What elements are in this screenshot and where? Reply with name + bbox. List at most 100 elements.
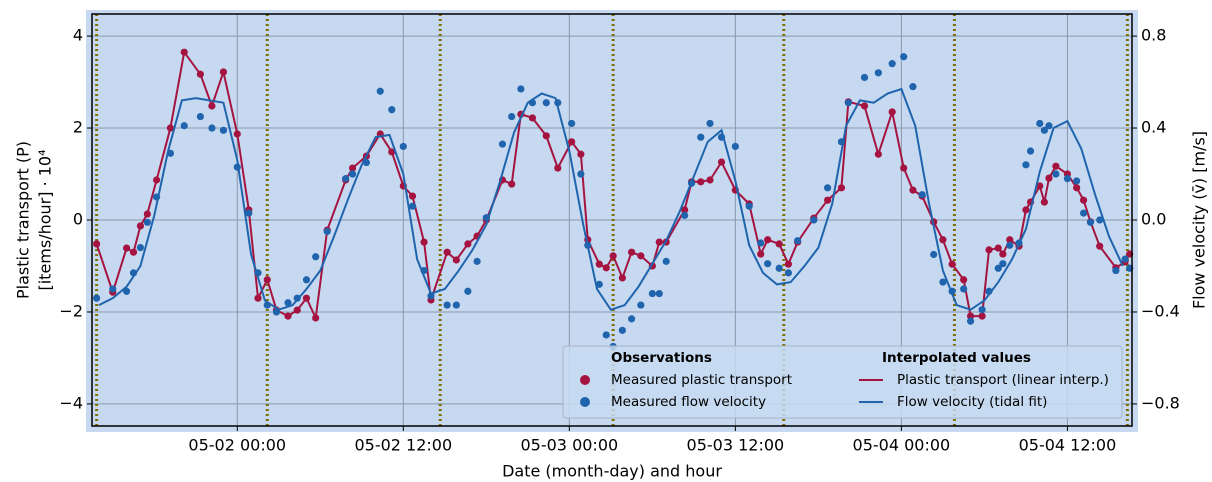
data-point (602, 331, 610, 339)
data-point (618, 274, 626, 282)
y-tick-label: 0 (73, 210, 83, 229)
x-axis-label: Date (month-day) and hour (502, 462, 722, 481)
data-point (628, 248, 636, 256)
data-point (930, 250, 938, 259)
data-point (655, 238, 663, 246)
data-point (637, 252, 645, 260)
data-point (824, 184, 832, 192)
data-point (1006, 236, 1014, 244)
data-point (196, 70, 204, 78)
y-axis-label: Plastic transport (P) (14, 141, 33, 299)
data-point (577, 150, 585, 158)
y2-tick-label: 0.0 (1141, 210, 1166, 229)
data-point (681, 211, 689, 220)
data-point (655, 289, 663, 298)
data-point (136, 222, 145, 230)
data-point (628, 315, 636, 323)
data-point (122, 244, 131, 252)
data-point (874, 69, 882, 77)
data-point (93, 294, 101, 302)
data-point (731, 142, 739, 151)
data-point (245, 209, 253, 217)
data-point (302, 294, 311, 302)
data-point (152, 176, 161, 184)
data-point (775, 264, 783, 272)
data-point (764, 260, 772, 268)
data-point (517, 85, 525, 93)
data-point (568, 138, 576, 146)
data-point (1086, 218, 1095, 226)
data-point (860, 102, 869, 110)
data-point (837, 184, 846, 192)
data-point (323, 227, 331, 236)
data-point (697, 133, 705, 141)
legend-label: Plastic transport (linear interp.) (897, 372, 1109, 388)
data-point (794, 237, 802, 245)
data-point (909, 83, 917, 91)
data-point (263, 276, 271, 284)
data-point (464, 240, 472, 248)
data-point (143, 218, 151, 226)
data-point (1063, 175, 1072, 183)
data-point (452, 256, 460, 264)
y2-tick-label: 0.8 (1141, 26, 1166, 45)
y2-tick-label: −0.4 (1141, 301, 1180, 320)
data-point (1096, 242, 1104, 250)
data-point (1052, 170, 1060, 178)
data-point (697, 178, 705, 186)
data-point (966, 312, 975, 320)
data-point (1052, 162, 1060, 170)
data-point (681, 206, 689, 214)
data-point (994, 244, 1002, 252)
data-point (219, 126, 228, 134)
data-point (900, 53, 908, 61)
data-point (706, 176, 714, 184)
data-point (1121, 255, 1129, 263)
y-axis-label: [items/hour] · 10⁴ (36, 149, 55, 290)
data-point (312, 314, 320, 322)
data-point (595, 280, 603, 288)
data-point (1045, 174, 1053, 182)
data-point (745, 202, 753, 210)
data-point (420, 238, 428, 246)
data-point (810, 216, 818, 224)
y-tick-label: 2 (73, 118, 83, 137)
data-point (999, 250, 1007, 258)
data-point (1079, 196, 1088, 204)
data-point (498, 140, 507, 148)
data-point (757, 250, 765, 258)
data-point (93, 240, 101, 248)
data-point (577, 170, 585, 178)
data-point (1040, 126, 1048, 134)
data-point (985, 246, 993, 254)
data-point (1022, 161, 1030, 169)
data-point (443, 301, 451, 309)
y2-tick-label: −0.8 (1141, 393, 1180, 412)
data-point (717, 158, 726, 166)
data-point (180, 122, 188, 130)
data-point (473, 257, 481, 265)
legend-box (562, 345, 1123, 419)
data-point (196, 112, 204, 121)
data-point (312, 253, 320, 261)
data-point (966, 317, 975, 325)
data-point (860, 73, 869, 82)
data-point (960, 276, 968, 284)
series-line (98, 87, 1124, 311)
data-point (1073, 177, 1081, 185)
data-point (348, 164, 357, 172)
legend-label: Flow velocity (tidal fit) (897, 394, 1047, 410)
data-point (939, 236, 947, 244)
y-tick-label: −4 (59, 393, 83, 412)
data-point (408, 192, 417, 200)
data-point (508, 112, 516, 121)
data-point (948, 260, 956, 268)
data-point (706, 119, 714, 128)
data-point (284, 312, 292, 320)
data-point (443, 248, 451, 256)
data-point (508, 180, 516, 188)
data-point (388, 148, 396, 156)
legend-label: Measured flow velocity (611, 394, 766, 410)
data-point (994, 264, 1002, 272)
data-point (284, 299, 292, 307)
